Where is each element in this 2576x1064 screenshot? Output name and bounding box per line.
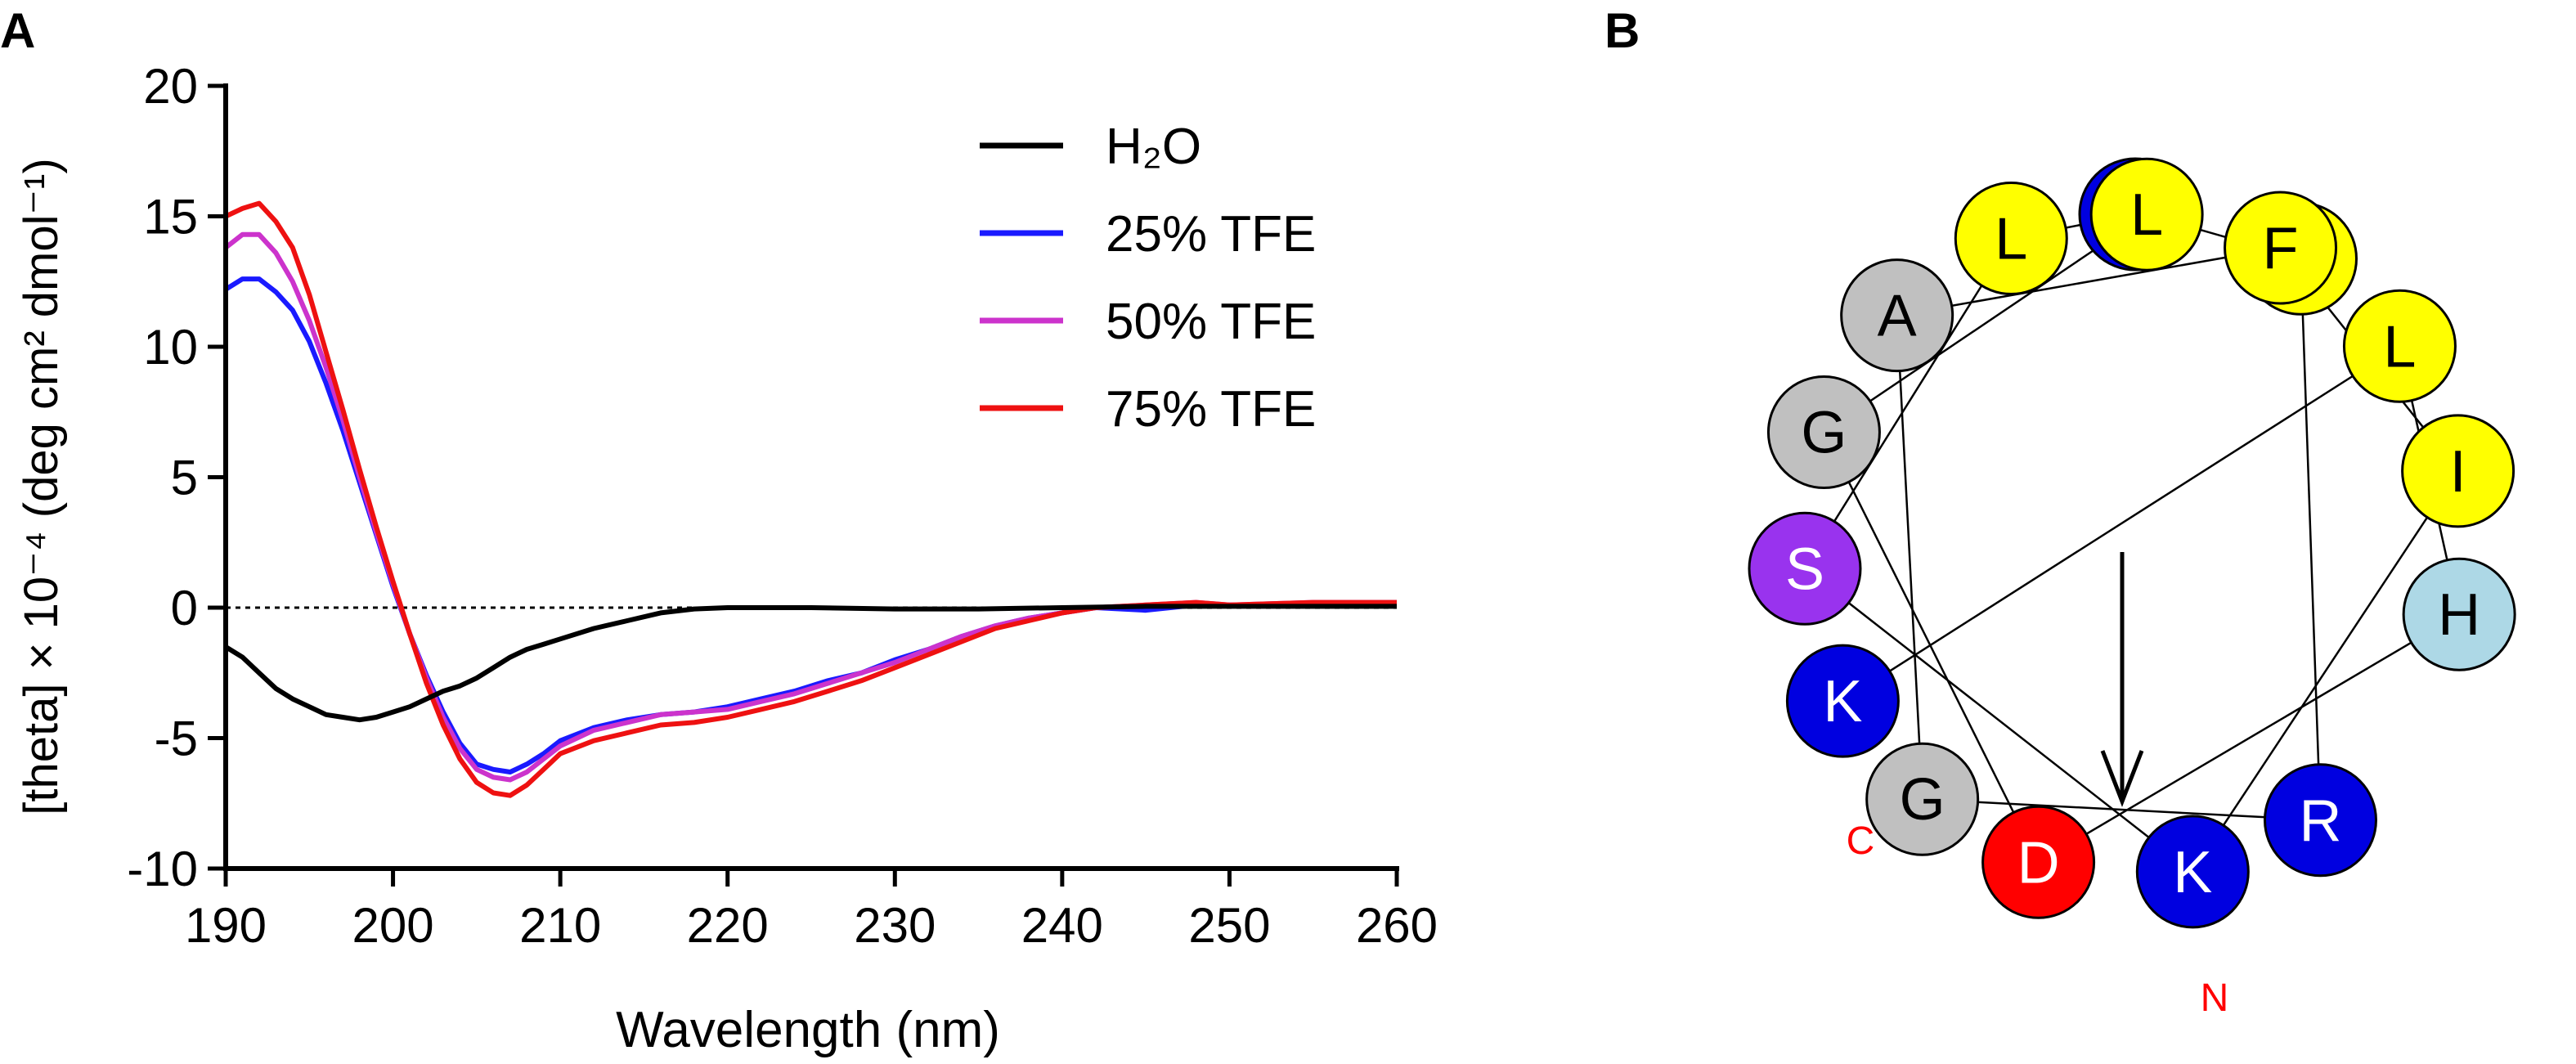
y-axis-ticks: 20 15 10 5 0 -5 -10 (127, 59, 226, 896)
residue-node: A (1840, 258, 1954, 373)
residue-circle (2401, 414, 2515, 528)
cd-spectrum-chart: 20 15 10 5 0 -5 -10 190 200 210 220 230 240 250 260 W… (15, 59, 1438, 1058)
residue-node: K (2135, 815, 2250, 929)
y-tick-label: 15 (143, 190, 198, 245)
wheel-residues: RWLIHRKDGKSGALLF (1748, 157, 2516, 929)
residue-letter: K (1823, 669, 1862, 734)
residue-letter: I (2450, 439, 2466, 505)
x-tick-label: 210 (519, 898, 601, 953)
residue-node: F (2224, 191, 2338, 305)
residue-node: R (2263, 763, 2377, 878)
wheel-connector (1896, 315, 1923, 800)
x-tick-label: 250 (1188, 898, 1270, 953)
x-tick-label: 190 (185, 898, 267, 953)
legend-label: H₂O (1106, 119, 1201, 175)
residue-letter: F (2263, 216, 2299, 281)
y-axis-label: [theta] × 10⁻⁴ (deg cm² dmol⁻¹) (15, 158, 68, 815)
series-line (224, 604, 1397, 723)
wheel-connector (2300, 258, 2322, 820)
wheel-connector (2037, 613, 2460, 864)
residue-letter: R (2299, 788, 2341, 854)
residue-node: H (2402, 557, 2516, 671)
residue-letter: G (1801, 400, 1847, 465)
residue-circle (2402, 557, 2516, 671)
x-tick-label: 240 (1021, 898, 1103, 953)
x-tick-label: 200 (352, 898, 434, 953)
residue-circle (1865, 742, 1980, 856)
residue-circle (1785, 644, 1900, 758)
wheel-connector (2192, 470, 2459, 873)
residue-letter: K (2173, 840, 2212, 905)
wheel-connector (1842, 345, 2401, 703)
residue-circle (1766, 375, 1881, 489)
residue-node: G (1766, 375, 1881, 489)
residue-node: G (1865, 742, 1980, 856)
residue-node: L (2342, 289, 2457, 403)
residue-circle (1954, 181, 2068, 295)
x-axis-ticks: 190 200 210 220 230 240 250 260 (185, 869, 1438, 953)
y-tick-label: -5 (155, 712, 198, 766)
residue-node: K (1785, 644, 1900, 758)
residue-letter: H (2438, 582, 2480, 648)
residue-letter: L (2383, 314, 2416, 379)
wheel-connector (1804, 568, 2194, 873)
residue-node: D (1981, 805, 2096, 919)
wheel-connector (1803, 237, 2013, 569)
hydrophobic-moment-arrow (2100, 552, 2144, 807)
n-terminus-label: N (2201, 976, 2229, 1020)
residue-circle (1981, 805, 2096, 919)
chart-legend: H₂O 25% TFE 50% TFE 75% TFE (980, 119, 1316, 438)
y-tick-label: 5 (171, 451, 198, 505)
series-line (224, 200, 1397, 798)
wheel-connector (1823, 431, 2040, 863)
x-tick-label: 220 (687, 898, 769, 953)
c-terminus-label: C (1847, 819, 1875, 863)
residue-circle (1840, 258, 1954, 373)
residue-letter: L (2130, 182, 2163, 248)
x-tick-label: 230 (854, 898, 936, 953)
residue-node: L (1954, 181, 2068, 295)
residue-letter: G (1900, 767, 1945, 833)
residue-circle (2135, 815, 2250, 929)
panel-label-b: B (1604, 3, 1640, 58)
legend-label: 75% TFE (1106, 381, 1316, 438)
x-axis-label: Wavelength (nm) (616, 1002, 1000, 1058)
y-tick-label: -10 (127, 842, 198, 896)
legend-label: 50% TFE (1106, 294, 1316, 350)
series-lines (224, 200, 1397, 798)
residue-circle (1748, 511, 1862, 626)
residue-node: L (2089, 157, 2204, 272)
residue-letter: A (1878, 284, 1917, 349)
residue-circle (2263, 763, 2377, 878)
residue-letter: L (1995, 206, 2027, 272)
legend-label: 25% TFE (1106, 206, 1316, 263)
residue-letter: D (2017, 830, 2060, 896)
panel-label-a: A (0, 3, 35, 58)
y-tick-label: 0 (171, 581, 198, 635)
residue-circle (2342, 289, 2457, 403)
y-tick-label: 20 (143, 59, 198, 114)
wheel-connector (1896, 246, 2281, 317)
residue-circle (2089, 157, 2204, 272)
wheel-connector (1922, 797, 2321, 822)
x-tick-label: 260 (1356, 898, 1438, 953)
residue-node: I (2401, 414, 2515, 528)
residue-node: S (1748, 511, 1862, 626)
residue-letter: S (1785, 536, 1824, 602)
y-tick-label: 10 (143, 320, 198, 375)
residue-circle (2224, 191, 2338, 305)
helical-wheel: RWLIHRKDGKSGALLF N C (1748, 157, 2516, 1020)
